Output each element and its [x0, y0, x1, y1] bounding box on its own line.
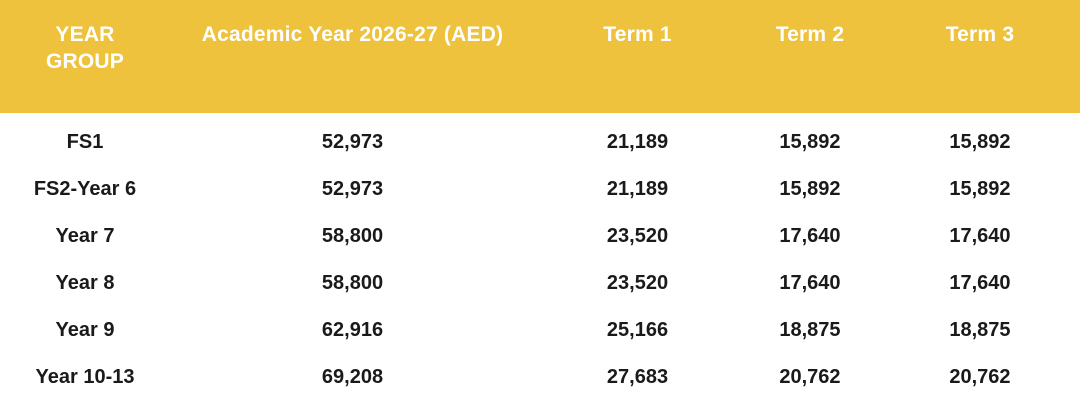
- table-row-year7: Year 7 58,800 23,520 17,640 17,640: [0, 213, 1080, 260]
- header-cell-term-3: Term 3: [880, 0, 1080, 113]
- term-2-fee-cell: 17,640: [779, 225, 841, 247]
- term-1-header-label: Term 1: [603, 23, 672, 46]
- term-2-fee-cell: 17,640: [779, 272, 841, 294]
- term-1-fee-cell: 27,683: [606, 366, 669, 388]
- term-1-fee-cell: 21,189: [606, 178, 669, 200]
- annual-fee-cell: 52,973: [321, 178, 384, 200]
- term-2-fee-cell: 20,762: [779, 366, 841, 388]
- term-1-fee-cell: 25,166: [606, 319, 669, 341]
- term-3-fee-cell: 18,875: [949, 319, 1011, 341]
- term-2-header-label: Term 2: [775, 23, 845, 46]
- table-header-row: YEAR GROUP Academic Year 2026-27 (AED) T…: [0, 0, 1080, 113]
- table-row-year9: Year 9 62,916 25,166 18,875 18,875: [0, 307, 1080, 354]
- annual-fee-cell: 62,916: [321, 319, 384, 341]
- term-3-fee-cell: 17,640: [949, 225, 1011, 247]
- term-3-header-label: Term 3: [945, 23, 1015, 46]
- term-2-fee-cell: 15,892: [779, 178, 841, 200]
- year-group-header-label: YEAR GROUP: [45, 23, 124, 73]
- academic-year-header-label: Academic Year 2026-27 (AED): [201, 23, 504, 46]
- term-2-fee-cell: 15,892: [779, 131, 841, 153]
- annual-fee-cell: 58,800: [321, 225, 384, 247]
- term-3-fee-cell: 20,762: [949, 366, 1011, 388]
- annual-fee-cell: 69,208: [321, 366, 384, 388]
- table-row-fs2-year6: FS2-Year 6 52,973 21,189 15,892 15,892: [0, 166, 1080, 213]
- term-3-fee-cell: 15,892: [949, 131, 1011, 153]
- year-group-cell: Year 8: [55, 272, 115, 294]
- year-group-cell: Year 7: [55, 225, 115, 247]
- header-cell-term-2: Term 2: [740, 0, 880, 113]
- year-group-cell: Year 10-13: [35, 366, 135, 388]
- term-1-fee-cell: 21,189: [606, 131, 669, 153]
- table-row-fs1: FS1 52,973 21,189 15,892 15,892: [0, 119, 1080, 166]
- header-cell-academic-year: Academic Year 2026-27 (AED): [170, 0, 535, 113]
- table-body: FS1 52,973 21,189 15,892 15,892 FS2-Year…: [0, 113, 1080, 401]
- year-group-cell: FS2-Year 6: [33, 178, 137, 200]
- year-group-cell: Year 9: [55, 319, 115, 341]
- table-row-year8: Year 8 58,800 23,520 17,640 17,640: [0, 260, 1080, 307]
- table-row-year10-13: Year 10-13 69,208 27,683 20,762 20,762: [0, 354, 1080, 401]
- header-cell-year-group: YEAR GROUP: [0, 0, 170, 113]
- annual-fee-cell: 58,800: [321, 272, 384, 294]
- term-3-fee-cell: 15,892: [949, 178, 1011, 200]
- term-2-fee-cell: 18,875: [779, 319, 841, 341]
- term-1-fee-cell: 23,520: [606, 272, 669, 294]
- annual-fee-cell: 52,973: [321, 131, 384, 153]
- term-3-fee-cell: 17,640: [949, 272, 1011, 294]
- header-cell-term-1: Term 1: [535, 0, 740, 113]
- year-group-cell: FS1: [66, 131, 104, 153]
- term-1-fee-cell: 23,520: [606, 225, 669, 247]
